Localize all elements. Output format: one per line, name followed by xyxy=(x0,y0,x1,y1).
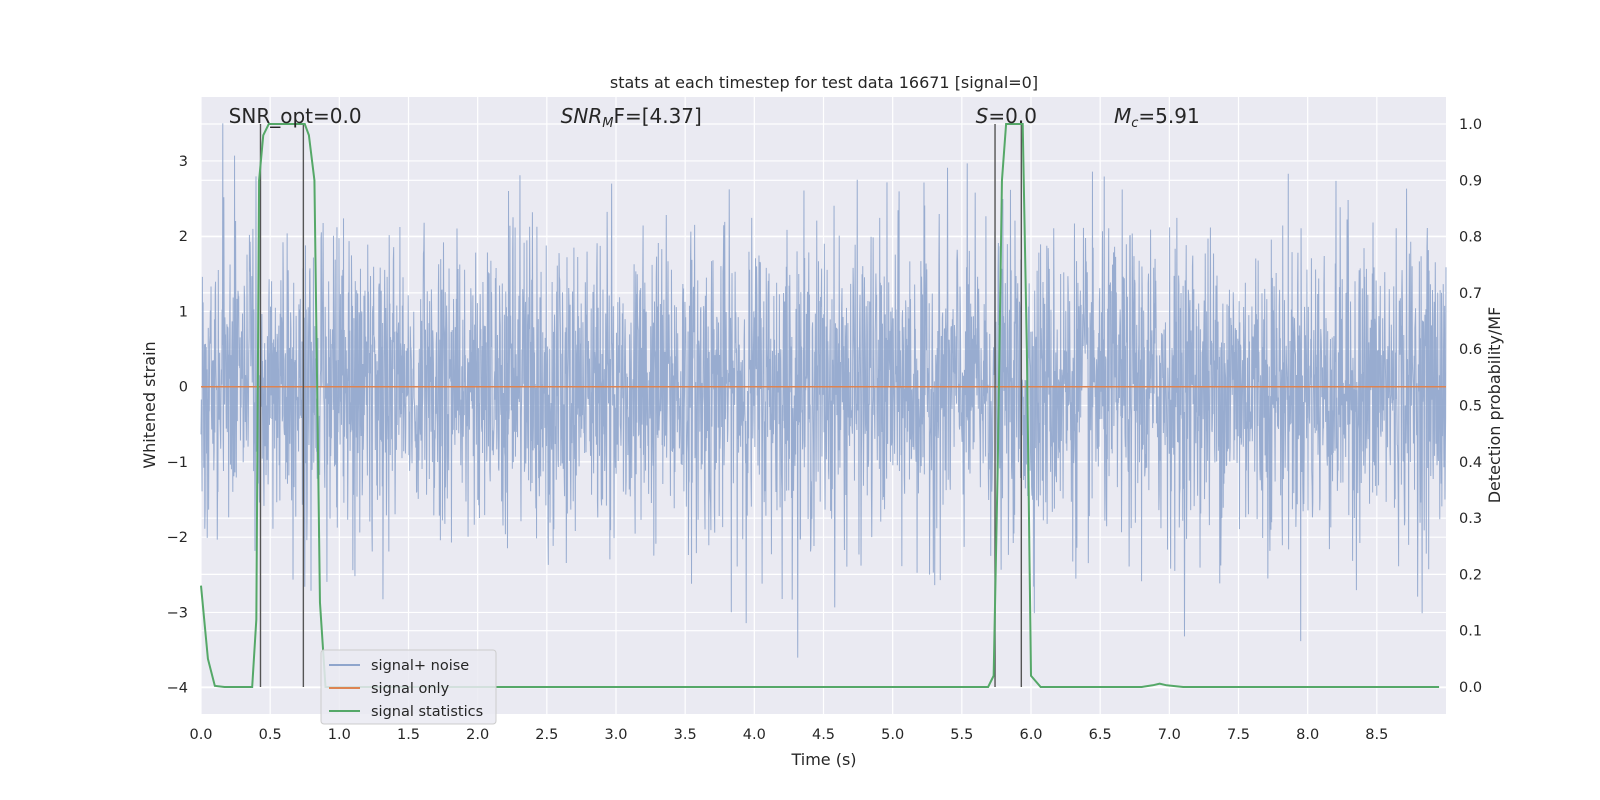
right-y-tick-label: 0.7 xyxy=(1459,286,1482,302)
legend-label-signal-only: signal only xyxy=(371,681,450,697)
signal-statistics-series xyxy=(200,123,1440,688)
legend-box xyxy=(320,649,497,725)
chart-title: stats at each timestep for test data 166… xyxy=(610,73,1038,92)
x-tick-label: 5.5 xyxy=(950,727,973,743)
right-y-tick-label: 0.6 xyxy=(1459,342,1482,358)
annotations: SNR_opt=0.0 SNRMF=[4.37] S=0.0 Mc=5.91 xyxy=(229,104,1200,131)
right-y-tick-label: 0.3 xyxy=(1459,511,1482,527)
x-tick-label: 0.5 xyxy=(259,727,282,743)
x-tick-label: 4.5 xyxy=(812,727,835,743)
x-tick-label: 5.0 xyxy=(881,727,904,743)
right-y-tick-label: 0.0 xyxy=(1459,680,1482,696)
left-y-axis-label: Whitened strain xyxy=(140,341,159,468)
right-y-tick-label: 0.1 xyxy=(1459,624,1482,640)
x-tick-label: 1.5 xyxy=(397,727,420,743)
legend: signal+ noise signal only signal statist… xyxy=(320,649,497,725)
right-y-tick-label: 0.2 xyxy=(1459,567,1482,583)
left-y-tick-labels: −4 −3 −2 −1 0 1 2 3 xyxy=(167,154,188,697)
left-y-tick-label: 1 xyxy=(179,304,188,320)
right-y-axis-label: Detection probability/MF xyxy=(1485,307,1504,504)
x-tick-labels: 0.0 0.5 1.0 1.5 2.0 2.5 3.0 3.5 4.0 4.5 5.0 5.5 6.0 6… xyxy=(189,727,1388,743)
right-y-tick-label: 0.4 xyxy=(1459,455,1482,471)
right-y-tick-label: 1.0 xyxy=(1459,117,1482,133)
x-tick-label: 2.0 xyxy=(466,727,489,743)
legend-label-signal-statistics: signal statistics xyxy=(371,704,483,720)
left-y-tick-label: −1 xyxy=(167,455,188,471)
x-tick-label: 6.5 xyxy=(1089,727,1112,743)
x-tick-label: 2.5 xyxy=(535,727,558,743)
annotation-2: S=0.0 xyxy=(976,104,1037,128)
legend-label-signal-noise: signal+ noise xyxy=(371,658,469,674)
right-y-tick-labels: 0.0 0.1 0.2 0.3 0.4 0.5 0.6 0.7 0.8 0.9 1.0 xyxy=(1459,117,1482,696)
left-y-tick-label: −3 xyxy=(167,605,188,621)
signal-noise-series xyxy=(200,123,1447,658)
right-y-tick-label: 0.5 xyxy=(1459,399,1482,415)
vertical-markers xyxy=(259,124,1023,687)
annotation-3: Mc=5.91 xyxy=(1114,104,1200,131)
x-tick-label: 8.5 xyxy=(1365,727,1388,743)
x-tick-label: 4.0 xyxy=(743,727,766,743)
x-tick-label: 0.0 xyxy=(189,727,212,743)
x-tick-label: 3.0 xyxy=(604,727,627,743)
left-y-tick-label: 3 xyxy=(179,154,188,170)
signal-noise-line xyxy=(200,123,1447,658)
x-tick-label: 8.0 xyxy=(1296,727,1319,743)
left-y-tick-label: −4 xyxy=(167,681,188,697)
right-y-tick-label: 0.9 xyxy=(1459,173,1482,189)
x-tick-label: 6.0 xyxy=(1019,727,1042,743)
x-tick-label: 1.0 xyxy=(328,727,351,743)
annotation-0: SNR_opt=0.0 xyxy=(229,104,362,128)
x-axis-label: Time (s) xyxy=(790,750,856,769)
x-tick-label: 3.5 xyxy=(674,727,697,743)
left-y-tick-label: 0 xyxy=(179,380,188,396)
left-y-tick-label: −2 xyxy=(167,530,188,546)
x-tick-label: 7.5 xyxy=(1227,727,1250,743)
x-tick-label: 7.0 xyxy=(1158,727,1181,743)
right-y-tick-label: 0.8 xyxy=(1459,230,1482,246)
annotation-1: SNRMF=[4.37] xyxy=(561,104,702,131)
left-y-tick-label: 2 xyxy=(179,229,188,245)
